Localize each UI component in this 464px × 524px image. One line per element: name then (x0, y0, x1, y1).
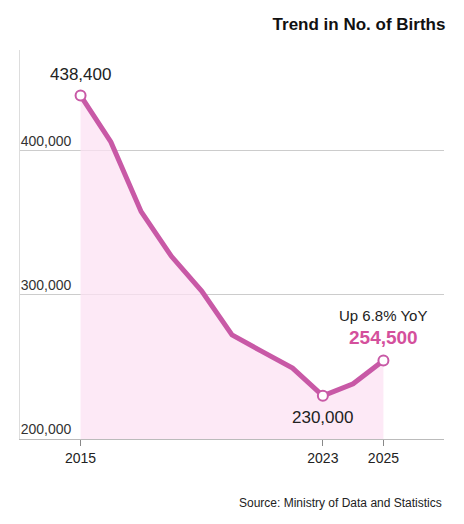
svg-text:230,000: 230,000 (292, 408, 353, 427)
svg-text:Trend in No. of Births: Trend in No. of Births (273, 15, 446, 34)
svg-text:300,000: 300,000 (21, 277, 72, 293)
svg-text:2023: 2023 (307, 450, 338, 466)
svg-text:2015: 2015 (65, 450, 96, 466)
svg-text:438,400: 438,400 (50, 65, 111, 84)
svg-text:2025: 2025 (368, 450, 399, 466)
svg-text:Source: Ministry of Data and S: Source: Ministry of Data and Statistics (239, 496, 442, 510)
svg-text:400,000: 400,000 (21, 133, 72, 149)
svg-text:Up 6.8% YoY: Up 6.8% YoY (339, 307, 427, 324)
svg-text:200,000: 200,000 (21, 421, 72, 437)
svg-text:254,500: 254,500 (349, 327, 418, 348)
